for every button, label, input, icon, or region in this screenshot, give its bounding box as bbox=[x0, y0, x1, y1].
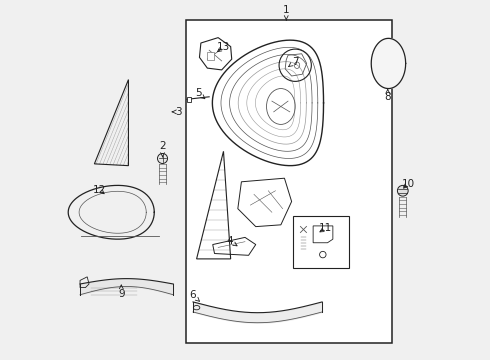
Text: 10: 10 bbox=[402, 179, 415, 189]
Text: 4: 4 bbox=[226, 236, 237, 246]
Ellipse shape bbox=[397, 185, 408, 196]
Text: 3: 3 bbox=[172, 107, 182, 117]
Text: 9: 9 bbox=[118, 285, 124, 299]
Text: 2: 2 bbox=[159, 141, 166, 157]
Bar bbox=[187, 97, 191, 102]
Text: 7: 7 bbox=[289, 57, 298, 67]
Text: 8: 8 bbox=[385, 89, 391, 102]
Polygon shape bbox=[371, 39, 406, 89]
Text: 11: 11 bbox=[319, 224, 332, 233]
Text: 1: 1 bbox=[283, 5, 290, 20]
Text: 5: 5 bbox=[195, 88, 205, 99]
Ellipse shape bbox=[157, 153, 168, 163]
Bar bbox=[186, 21, 392, 343]
Text: 12: 12 bbox=[93, 185, 106, 195]
Bar bbox=[207, 52, 214, 60]
Text: 13: 13 bbox=[217, 42, 230, 52]
Bar bbox=[294, 216, 349, 268]
Text: 6: 6 bbox=[190, 291, 199, 301]
